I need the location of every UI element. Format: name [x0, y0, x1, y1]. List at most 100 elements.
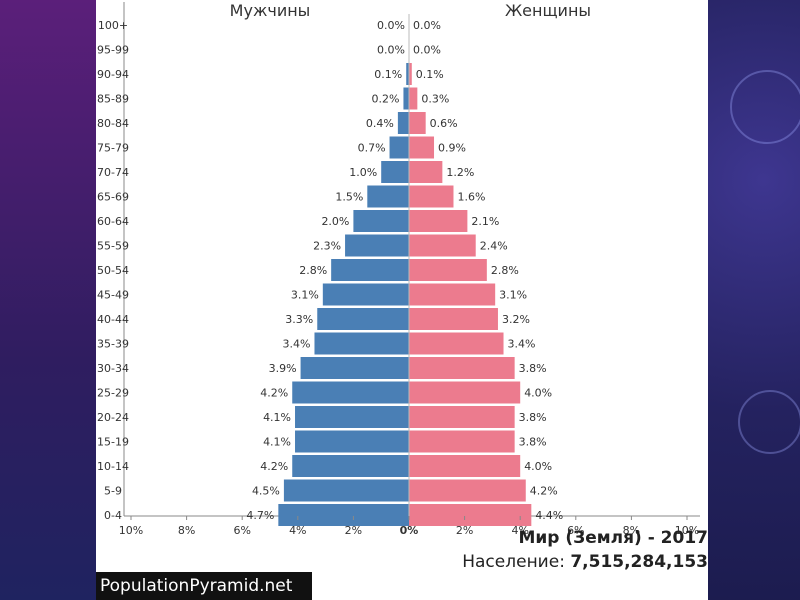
male-data-label: 3.9% — [269, 362, 297, 375]
female-bar — [409, 63, 412, 85]
female-data-label: 4.4% — [535, 509, 563, 522]
female-bar — [409, 406, 515, 428]
female-bar — [409, 112, 426, 134]
female-data-label: 3.2% — [502, 313, 530, 326]
female-data-label: 3.8% — [519, 411, 547, 424]
x-tick-label: 2% — [456, 524, 473, 537]
age-label: 20-24 — [97, 411, 129, 424]
male-data-label: 3.1% — [291, 289, 319, 302]
age-label: 80-84 — [97, 117, 129, 130]
x-tick-label: 10% — [119, 524, 143, 537]
male-data-label: 0.1% — [374, 68, 402, 81]
age-label: 70-74 — [97, 166, 129, 179]
female-bar — [409, 283, 496, 306]
age-label: 5-9 — [104, 485, 122, 498]
x-tick-label: 10% — [675, 524, 699, 537]
male-bar — [283, 479, 409, 502]
male-bar — [295, 406, 409, 428]
female-data-label: 0.0% — [413, 44, 441, 57]
age-label: 35-39 — [97, 338, 129, 351]
male-data-label: 0.4% — [366, 117, 394, 130]
female-data-label: 2.1% — [471, 215, 499, 228]
x-tick-label: 8% — [178, 524, 195, 537]
male-data-label: 3.4% — [283, 338, 311, 351]
male-bar — [367, 185, 409, 208]
age-label: 0-4 — [104, 509, 122, 522]
right-decoration — [708, 0, 800, 600]
male-bar — [389, 136, 409, 159]
x-tick-label: 6% — [567, 524, 584, 537]
female-data-label: 3.1% — [499, 289, 527, 302]
age-label: 100+ — [98, 19, 128, 32]
population-line: Население: 7,515,284,153 — [462, 552, 708, 572]
male-data-label: 2.8% — [299, 264, 327, 277]
male-data-label: 4.2% — [260, 460, 288, 473]
female-data-label: 1.2% — [446, 166, 474, 179]
female-bar — [409, 455, 521, 477]
region-title: Мир (Земля) - 2017 — [518, 528, 708, 548]
age-label: 50-54 — [97, 264, 129, 277]
male-bar — [278, 504, 409, 526]
age-label: 65-69 — [97, 191, 129, 204]
population-value: 7,515,284,153 — [570, 552, 708, 572]
female-data-label: 0.6% — [430, 117, 458, 130]
female-bar — [409, 430, 515, 453]
female-data-label: 3.4% — [508, 338, 536, 351]
male-data-label: 0.0% — [377, 44, 405, 57]
male-data-label: 1.5% — [335, 191, 363, 204]
female-data-label: 0.3% — [421, 93, 449, 106]
female-bar — [409, 234, 476, 257]
female-data-label: 4.2% — [530, 485, 558, 498]
decor-circle — [738, 390, 800, 454]
male-data-label: 4.5% — [252, 485, 280, 498]
male-data-label: 4.1% — [263, 411, 291, 424]
age-label: 40-44 — [97, 313, 129, 326]
age-label: 95-99 — [97, 44, 129, 57]
female-data-label: 3.8% — [519, 436, 547, 449]
male-bar — [314, 332, 409, 355]
age-label: 85-89 — [97, 93, 129, 106]
left-decoration — [0, 0, 96, 600]
age-label: 10-14 — [97, 460, 129, 473]
x-tick-label: 4% — [511, 524, 528, 537]
male-bar — [397, 112, 409, 134]
male-bar — [322, 283, 409, 306]
male-data-label: 0.2% — [371, 93, 399, 106]
female-data-label: 0.9% — [438, 142, 466, 155]
female-bar — [409, 87, 418, 110]
age-label: 55-59 — [97, 240, 129, 253]
female-bar — [409, 357, 515, 379]
female-bar — [409, 381, 521, 404]
female-data-label: 0.0% — [413, 19, 441, 32]
male-bar — [317, 308, 409, 330]
male-bar — [381, 161, 409, 183]
male-bar — [292, 381, 409, 404]
female-data-label: 3.8% — [519, 362, 547, 375]
male-data-label: 2.3% — [313, 240, 341, 253]
male-bar — [406, 63, 409, 85]
male-data-label: 2.0% — [321, 215, 349, 228]
female-data-label: 0.1% — [416, 68, 444, 81]
female-data-label: 1.6% — [457, 191, 485, 204]
male-data-label: 1.0% — [349, 166, 377, 179]
female-data-label: 2.8% — [491, 264, 519, 277]
age-label: 75-79 — [97, 142, 129, 155]
source-caption: PopulationPyramid.net — [96, 572, 312, 600]
population-label: Население: — [462, 552, 565, 572]
age-label: 30-34 — [97, 362, 129, 375]
male-bar — [292, 455, 409, 477]
female-bar — [409, 136, 435, 159]
male-data-label: 0.0% — [377, 19, 405, 32]
male-bar — [300, 357, 409, 379]
age-label: 60-64 — [97, 215, 129, 228]
age-label: 15-19 — [97, 436, 129, 449]
female-bar — [409, 259, 487, 281]
decor-circle — [730, 70, 800, 144]
x-tick-label: 0% — [400, 524, 419, 537]
x-tick-label: 8% — [623, 524, 640, 537]
male-data-label: 3.3% — [285, 313, 313, 326]
male-bar — [403, 87, 409, 110]
female-data-label: 4.0% — [524, 387, 552, 400]
age-label: 90-94 — [97, 68, 129, 81]
